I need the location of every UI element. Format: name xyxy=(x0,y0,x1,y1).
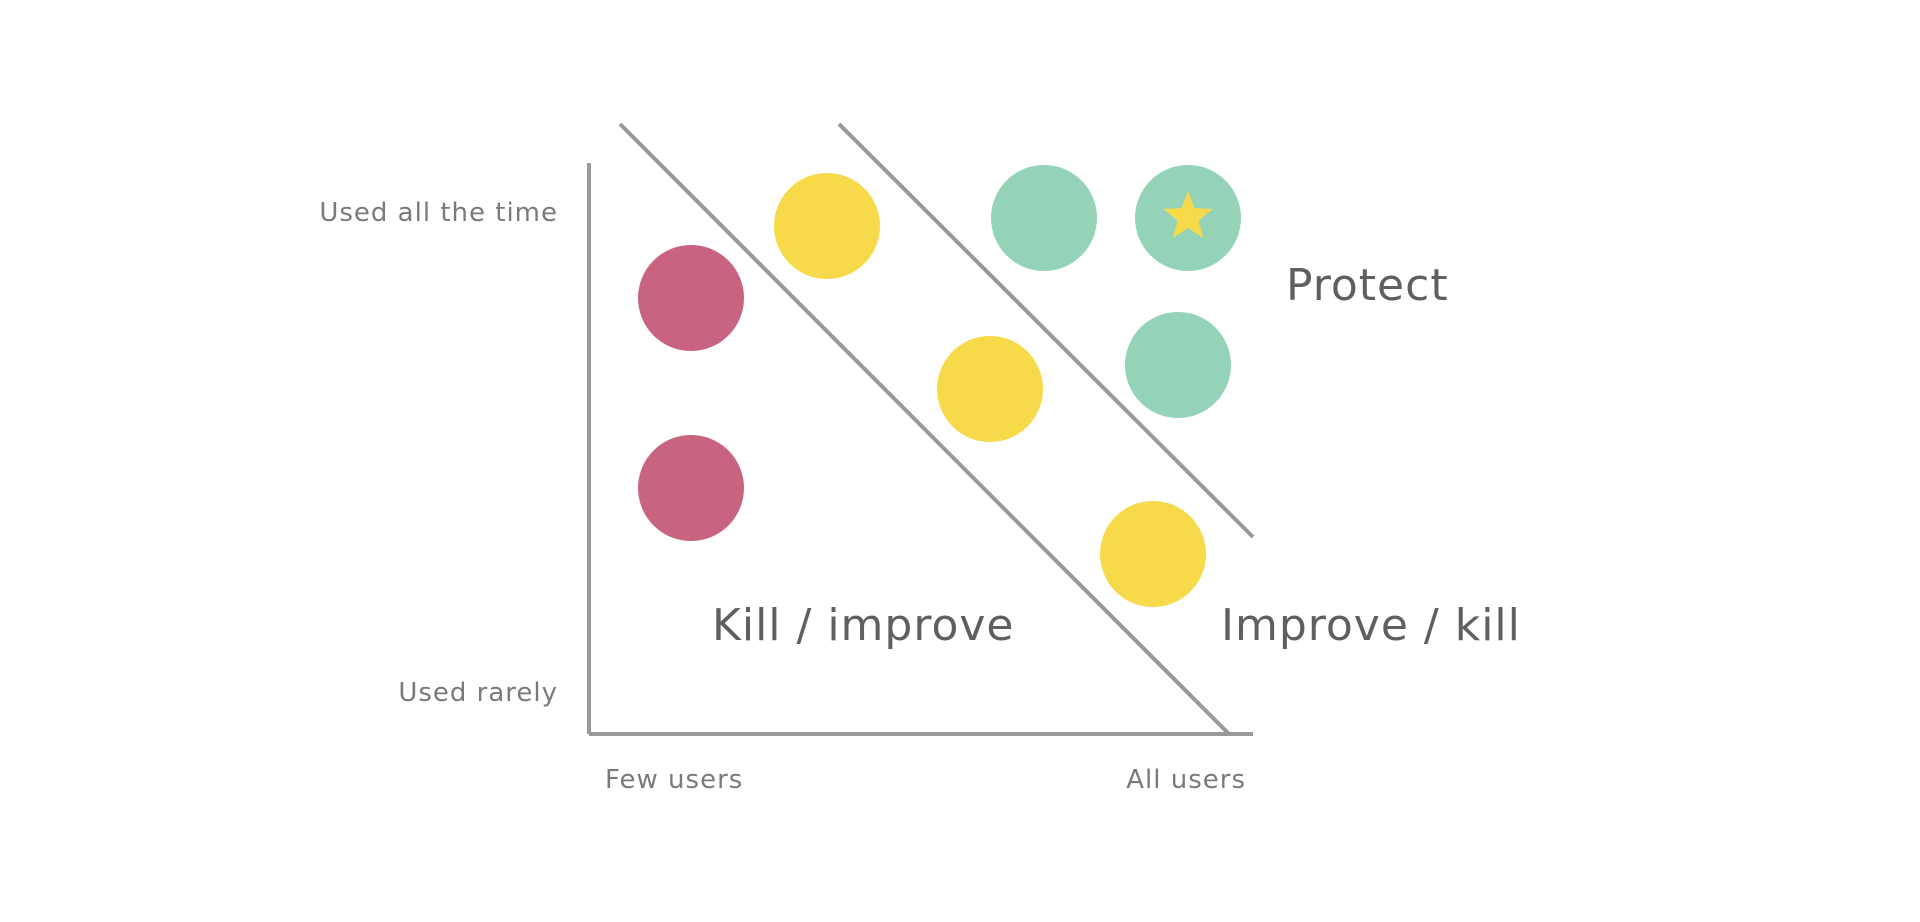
item-circle-yellow-1 xyxy=(774,173,880,279)
item-circle-red-2 xyxy=(638,435,744,541)
x-axis-left-label: Few users xyxy=(605,765,744,795)
zone-label-kill-improve: Kill / improve xyxy=(712,600,1015,651)
zone-divider-low xyxy=(618,122,1231,736)
star-icon xyxy=(1163,191,1213,238)
item-circle-green-3 xyxy=(1125,312,1231,418)
item-circle-yellow-2 xyxy=(937,336,1043,442)
item-circle-yellow-3 xyxy=(1100,501,1206,607)
zone-divider-high xyxy=(837,122,1255,539)
y-axis-bottom-label: Used rarely xyxy=(398,678,558,708)
item-circle-green-1 xyxy=(991,165,1097,271)
item-circle-red-1 xyxy=(638,245,744,351)
items-layer xyxy=(638,165,1241,607)
zone-label-protect: Protect xyxy=(1286,260,1449,311)
y-axis-top-label: Used all the time xyxy=(319,198,558,228)
zone-label-improve-kill: Improve / kill xyxy=(1221,600,1521,651)
x-axis-right-label: All users xyxy=(1126,765,1246,795)
